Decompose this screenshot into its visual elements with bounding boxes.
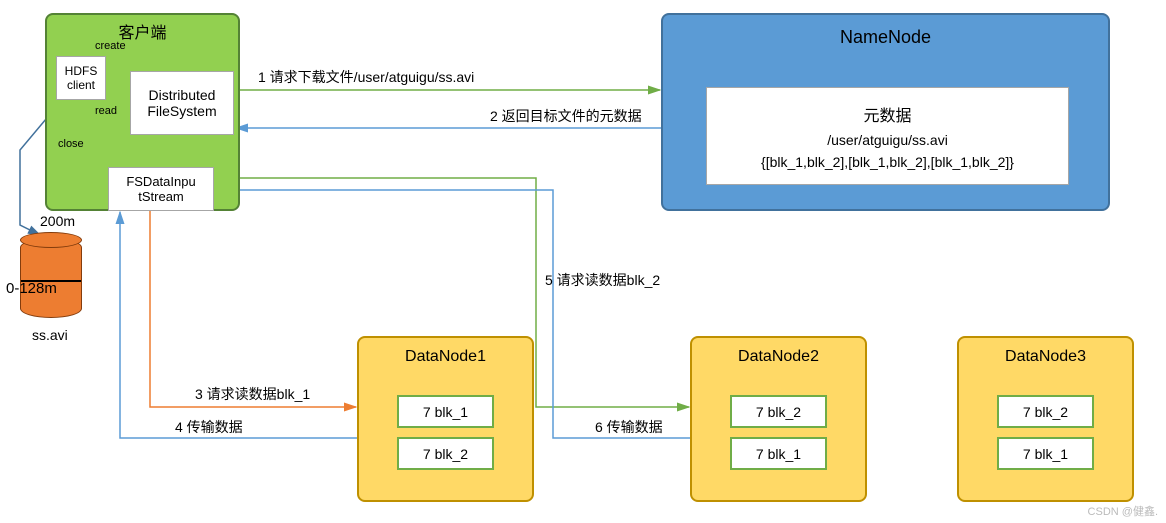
metadata-title: 元数据 [863,102,911,126]
distributed-fs-box: Distributed FileSystem [130,71,234,135]
datanode3-title: DataNode3 [959,338,1132,366]
namenode-title: NameNode [663,15,1108,48]
label-close: close [58,138,84,150]
datanode1-blk1: 7 blk_1 [397,395,494,428]
datanode3-blk1: 7 blk_2 [997,395,1094,428]
datanode1-blk2-label: 7 blk_2 [423,446,468,462]
edge5-label: 5 请求读数据blk_2 [545,270,660,290]
client-title: 客户端 [47,15,238,43]
datanode2-blk1-label: 7 blk_2 [756,404,801,420]
edge6-label: 6 传输数据 [595,417,663,437]
metadata-line2: {[blk_1,blk_2],[blk_1,blk_2],[blk_1,blk_… [761,154,1014,170]
edge2-label: 2 返回目标文件的元数据 [490,106,642,126]
disk-cylinder [20,232,82,318]
label-create: create [95,40,126,52]
datanode1-blk2: 7 blk_2 [397,437,494,470]
datanode1-blk1-label: 7 blk_1 [423,404,468,420]
edge-3 [150,211,356,407]
edge1-label: 1 请求下载文件/user/atguigu/ss.avi [258,67,474,87]
hdfs-client-label: HDFS client [65,64,98,92]
datanode3-blk2-label: 7 blk_1 [1023,446,1068,462]
datanode3-blk1-label: 7 blk_2 [1023,404,1068,420]
edge-4 [120,212,357,438]
hdfs-client-box: HDFS client [56,56,106,100]
edge3-label: 3 请求读数据blk_1 [195,384,310,404]
datanode2-blk1: 7 blk_2 [730,395,827,428]
edge4-label: 4 传输数据 [175,417,243,437]
fs-input-label: FSDataInpu tStream [126,174,195,204]
datanode2-title: DataNode2 [692,338,865,366]
datanode1-title: DataNode1 [359,338,532,366]
metadata-box: 元数据 /user/atguigu/ss.avi {[blk_1,blk_2],… [706,87,1069,185]
watermark: CSDN @健鑫. [1088,503,1158,519]
datanode3-blk2: 7 blk_1 [997,437,1094,470]
fs-input-box: FSDataInpu tStream [108,167,214,211]
disk-label-side: 0-128m [6,280,57,297]
disk-label-bottom: ss.avi [32,327,68,343]
label-read: read [95,105,117,117]
datanode2-blk2-label: 7 blk_1 [756,446,801,462]
disk-label-top: 200m [40,213,75,229]
metadata-line1: /user/atguigu/ss.avi [827,132,948,148]
datanode2-blk2: 7 blk_1 [730,437,827,470]
distributed-fs-label: Distributed FileSystem [147,87,216,119]
